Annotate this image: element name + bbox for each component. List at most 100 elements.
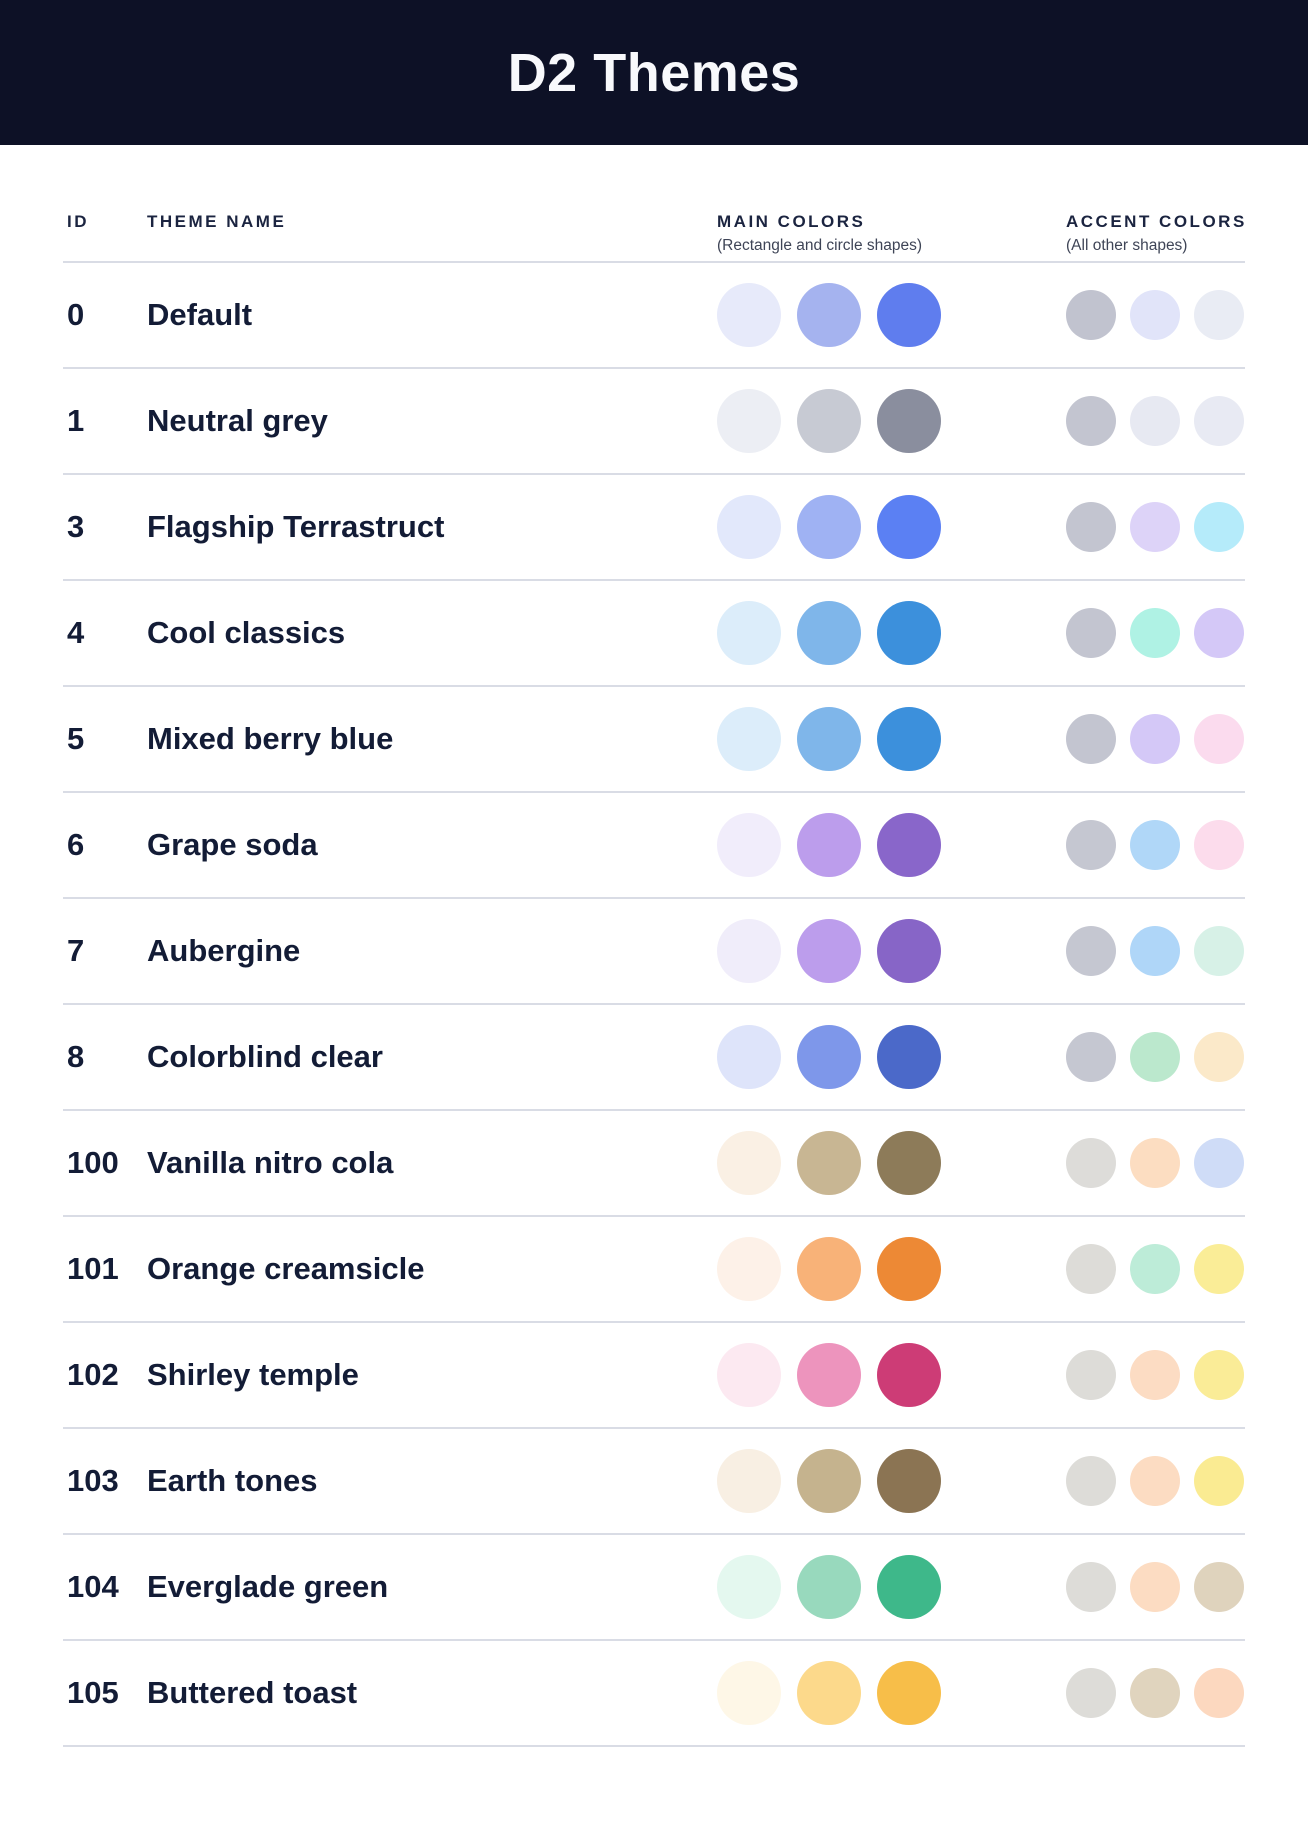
accent-color-swatch-1 [1066,502,1116,552]
main-color-swatch-3 [877,1025,941,1089]
theme-id: 100 [67,1145,119,1180]
accent-color-swatch-3 [1194,290,1244,340]
column-header-main-colors: MAIN COLORS [717,212,866,231]
main-color-swatch-2 [797,283,861,347]
table-row: 104 Everglade green [63,1535,1245,1641]
main-color-swatch-2 [797,1237,861,1301]
accent-color-swatches [1066,396,1245,446]
table-body: 0 Default 1 Neutral grey 3 Flagship Terrastru… [63,263,1245,1747]
accent-color-swatches [1066,1456,1245,1506]
theme-id: 7 [67,933,85,968]
table-row: 0 Default [63,263,1245,369]
accent-color-swatch-2 [1130,714,1180,764]
main-color-swatches [717,1131,941,1195]
theme-name: Aubergine [147,933,301,968]
table-row: 8 Colorblind clear [63,1005,1245,1111]
main-color-swatch-2 [797,1131,861,1195]
theme-name: Cool classics [147,615,346,650]
main-color-swatch-2 [797,495,861,559]
main-color-swatch-3 [877,1131,941,1195]
table-row: 100 Vanilla nitro cola [63,1111,1245,1217]
theme-name: Colorblind clear [147,1039,383,1074]
main-color-swatches [717,389,941,453]
accent-color-swatch-2 [1130,926,1180,976]
column-header-theme-name: THEME NAME [147,212,287,231]
accent-color-swatch-1 [1066,1032,1116,1082]
accent-color-swatch-2 [1130,608,1180,658]
accent-color-swatch-3 [1194,1032,1244,1082]
theme-id: 1 [67,403,85,438]
accent-color-swatch-1 [1066,714,1116,764]
table-row: 5 Mixed berry blue [63,687,1245,793]
table-row: 105 Buttered toast [63,1641,1245,1747]
theme-id: 6 [67,827,85,862]
main-color-swatch-1 [717,813,781,877]
accent-color-swatch-1 [1066,1562,1116,1612]
main-color-swatch-1 [717,495,781,559]
page-title: D2 Themes [507,42,801,103]
accent-color-swatches [1066,820,1245,870]
themes-table: ID THEME NAME MAIN COLORS (Rectangle and… [63,145,1245,1747]
main-color-swatch-2 [797,1555,861,1619]
main-color-swatch-2 [797,1343,861,1407]
main-color-swatches [717,1449,941,1513]
main-color-swatches [717,1025,941,1089]
accent-color-swatch-3 [1194,1138,1244,1188]
table-row: 102 Shirley temple [63,1323,1245,1429]
theme-id: 5 [67,721,85,756]
table-header-row: ID THEME NAME MAIN COLORS (Rectangle and… [63,145,1245,263]
column-subheader-main-colors: (Rectangle and circle shapes) [717,237,923,254]
theme-name: Flagship Terrastruct [147,509,445,544]
accent-color-swatches [1066,926,1245,976]
accent-color-swatch-1 [1066,926,1116,976]
accent-color-swatch-2 [1130,1456,1180,1506]
theme-id: 105 [67,1675,119,1710]
main-color-swatch-2 [797,389,861,453]
main-color-swatch-1 [717,707,781,771]
accent-color-swatches [1066,1350,1245,1400]
main-color-swatch-3 [877,1237,941,1301]
main-color-swatch-1 [717,1237,781,1301]
main-color-swatches [717,1343,941,1407]
main-color-swatches [717,283,941,347]
main-color-swatch-3 [877,389,941,453]
column-header-accent-colors: ACCENT COLORS [1066,212,1247,231]
main-color-swatch-1 [717,1343,781,1407]
column-header-id: ID [67,212,89,231]
main-color-swatch-2 [797,707,861,771]
accent-color-swatches [1066,502,1245,552]
main-color-swatch-1 [717,1661,781,1725]
accent-color-swatch-3 [1194,502,1244,552]
theme-name: Orange creamsicle [147,1251,425,1286]
accent-color-swatches [1066,1668,1245,1718]
accent-color-swatches [1066,1562,1245,1612]
accent-color-swatch-1 [1066,396,1116,446]
main-color-swatches [717,495,941,559]
accent-color-swatch-3 [1194,926,1244,976]
accent-color-swatch-3 [1194,396,1244,446]
main-color-swatch-1 [717,283,781,347]
main-color-swatches [717,813,941,877]
main-color-swatch-2 [797,601,861,665]
main-color-swatch-3 [877,1661,941,1725]
accent-color-swatch-1 [1066,1456,1116,1506]
accent-color-swatch-1 [1066,290,1116,340]
accent-color-swatch-1 [1066,1138,1116,1188]
table-row: 4 Cool classics [63,581,1245,687]
main-color-swatch-1 [717,601,781,665]
theme-id: 4 [67,615,85,650]
accent-color-swatches [1066,714,1245,764]
table-row: 7 Aubergine [63,899,1245,1005]
main-color-swatch-2 [797,813,861,877]
accent-color-swatch-3 [1194,1244,1244,1294]
accent-color-swatch-3 [1194,714,1244,764]
theme-id: 104 [67,1569,119,1604]
theme-id: 3 [67,509,85,544]
accent-color-swatch-1 [1066,1350,1116,1400]
accent-color-swatch-2 [1130,290,1180,340]
theme-name: Earth tones [147,1463,318,1498]
accent-color-swatch-3 [1194,608,1244,658]
accent-color-swatch-1 [1066,608,1116,658]
theme-name: Default [147,297,253,332]
theme-id: 0 [67,297,85,332]
